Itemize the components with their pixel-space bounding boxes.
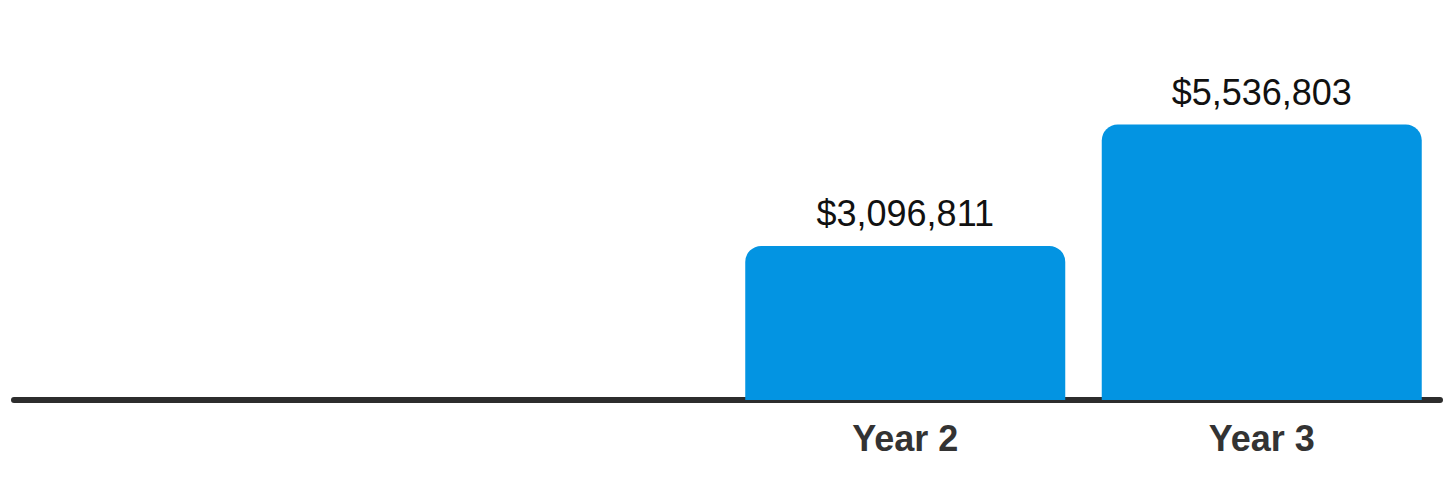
svg-text:$5,536,803: $5,536,803 bbox=[1172, 72, 1352, 113]
svg-text:Year 3: Year 3 bbox=[1209, 418, 1315, 459]
svg-text:Year 2: Year 2 bbox=[852, 418, 958, 459]
svg-text:$3,096,811: $3,096,811 bbox=[816, 193, 994, 234]
